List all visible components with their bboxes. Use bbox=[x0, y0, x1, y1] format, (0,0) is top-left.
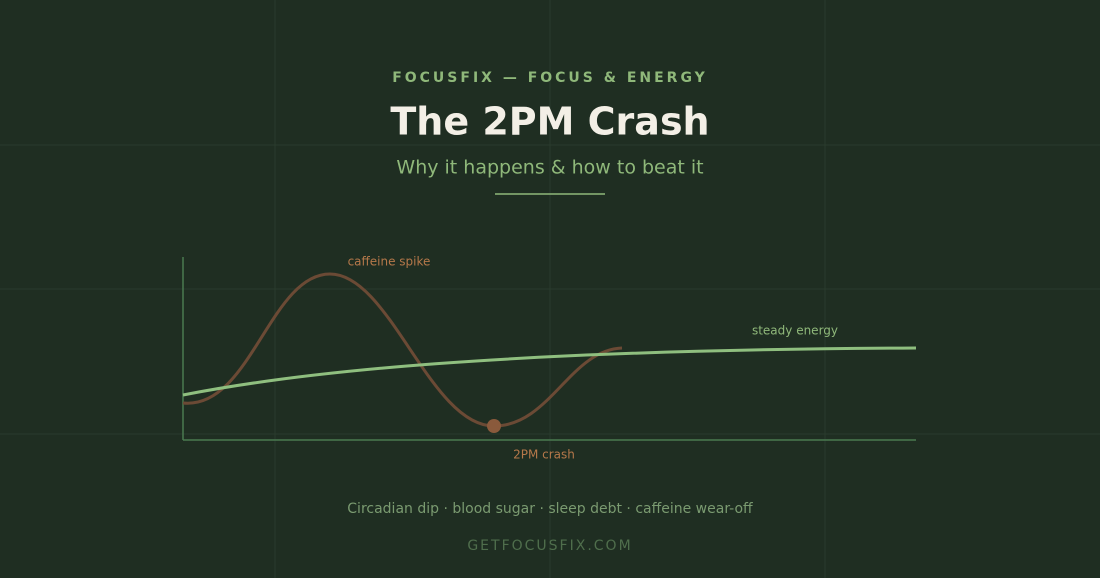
title: The 2PM Crash bbox=[390, 100, 709, 144]
steady-label: steady energy bbox=[752, 324, 838, 338]
spike-label: caffeine spike bbox=[348, 255, 431, 269]
subtitle: Why it happens & how to beat it bbox=[396, 157, 703, 179]
crash-dot bbox=[487, 419, 501, 433]
steady-curve bbox=[182, 346, 917, 397]
brand: FOCUSFIX — FOCUS & ENERGY bbox=[392, 70, 708, 86]
url: GETFOCUSFIX.COM bbox=[467, 538, 632, 554]
causes: Circadian dip · blood sugar · sleep debt… bbox=[347, 501, 753, 517]
caffeine-curve bbox=[182, 272, 623, 428]
crash-label: 2PM crash bbox=[513, 448, 575, 462]
